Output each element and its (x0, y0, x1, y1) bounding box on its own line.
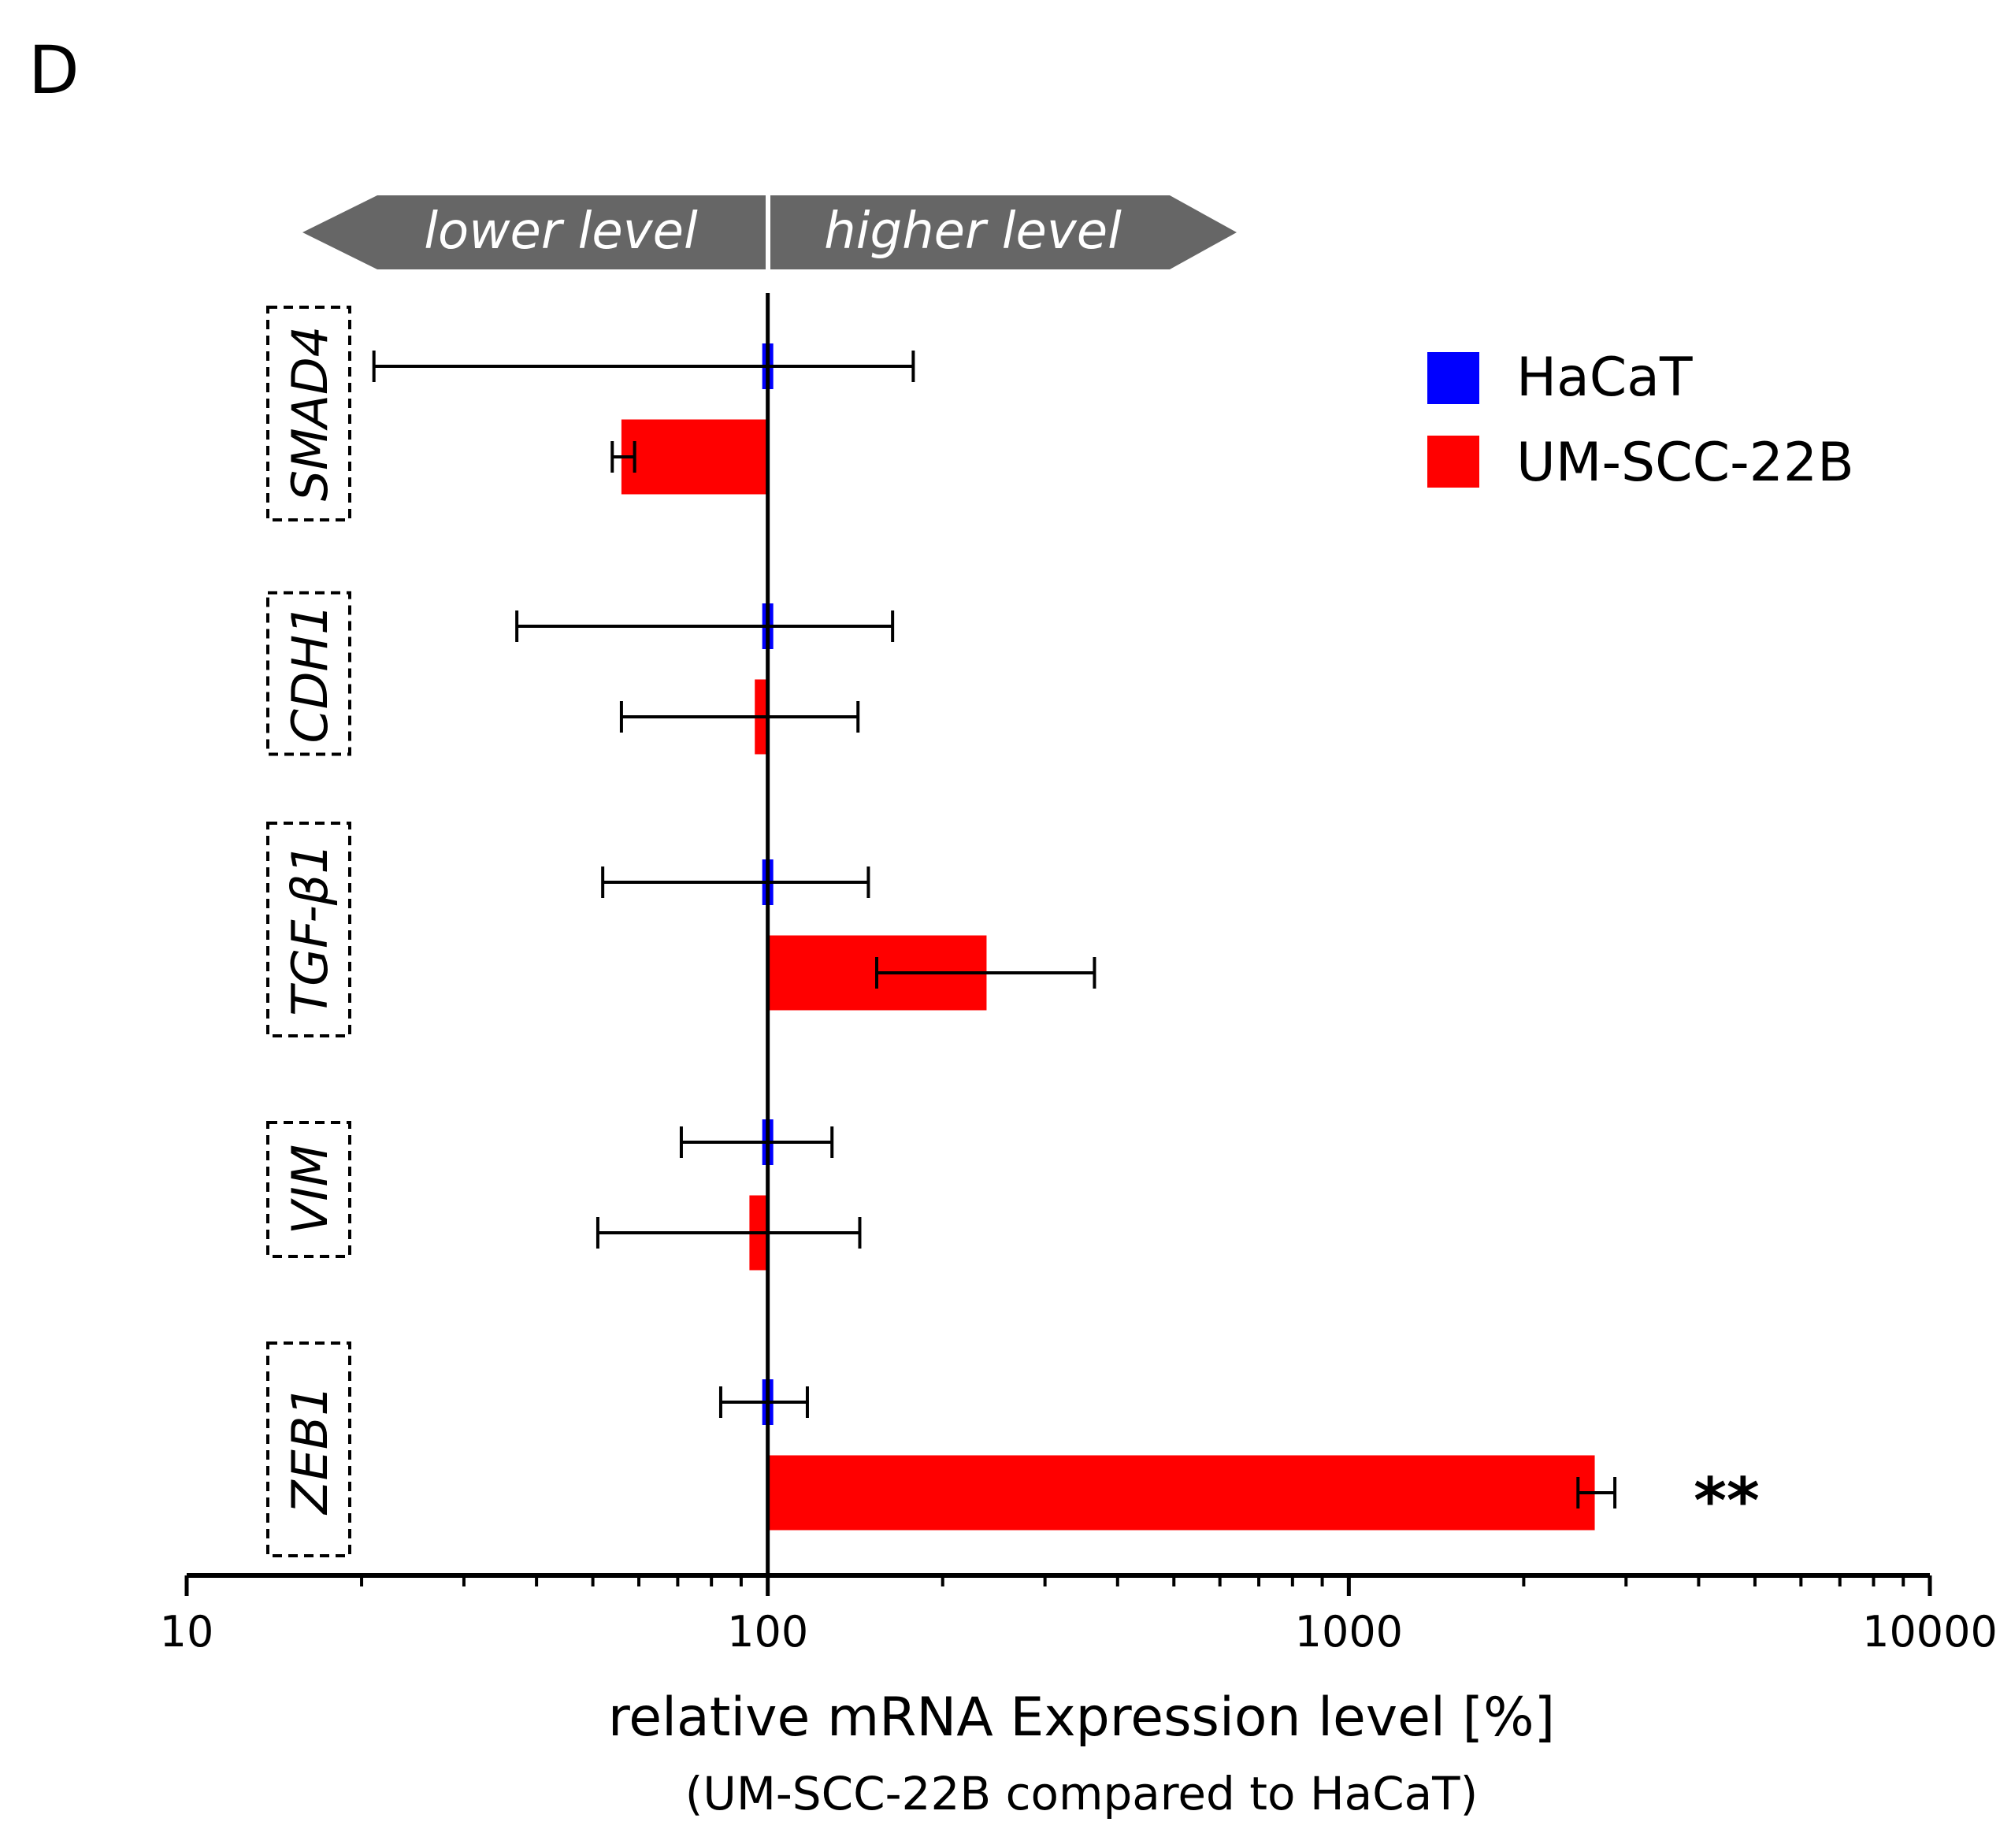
errorbar-um-scc-22b-zeb1 (1576, 1477, 1617, 1508)
legend-swatch-hacat (1427, 352, 1479, 404)
category-label-text: TGF-β1 (281, 843, 339, 1016)
panel-label: D (28, 32, 80, 109)
bar-um-scc-22b-zeb1 (767, 1455, 1595, 1531)
category-label-text: VIM (281, 1145, 339, 1234)
lower-level-arrow (302, 195, 768, 269)
category-label-box (266, 1121, 351, 1258)
x-tick-label-10: 10 (160, 1607, 214, 1657)
legend-label-um-scc-22b: UM-SCC-22B (1516, 432, 1854, 494)
x-axis-subtitle: (UM-SCC-22B compared to HaCaT) (685, 1767, 1478, 1820)
errorbar-hacat-vim (679, 1126, 834, 1158)
annotations: ** (1694, 1464, 1760, 1538)
errorbar-hacat-zeb1 (718, 1386, 809, 1418)
legend-label-hacat: HaCaT (1516, 347, 1693, 409)
x-axis: 10 100 1000 10000 (160, 1573, 1998, 1657)
errorbar-um-scc-22b-smad4 (610, 441, 636, 473)
lower-level-label: lower level (424, 202, 698, 261)
category-label-text: ZEB1 (281, 1385, 339, 1516)
errorbar-hacat-smad4 (372, 351, 915, 382)
x-axis-title: relative mRNA Expression level [%] (608, 1687, 1555, 1749)
x-tick-label-1000: 1000 (1295, 1607, 1403, 1657)
x-tick-label-10000: 10000 (1862, 1607, 1998, 1657)
legend-swatch-um-scc-22b (1427, 436, 1479, 488)
category-label-box (266, 822, 351, 1037)
higher-level-label: higher level (824, 202, 1122, 261)
significance-annotation: ** (1694, 1464, 1760, 1538)
higher-level-arrow (768, 195, 1237, 269)
category-label-box (266, 306, 351, 521)
category-label-box (266, 591, 351, 756)
errorbar-hacat-cdh1 (515, 610, 895, 642)
error-bars (372, 351, 1617, 1508)
errorbar-hacat-tgf-1 (601, 866, 870, 898)
direction-arrows: lower level higher level (302, 195, 1237, 269)
errorbar-um-scc-22b-cdh1 (619, 701, 860, 733)
category-label-box (266, 1341, 351, 1557)
category-label-zeb1: ZEB1 (266, 1341, 351, 1557)
category-label-tgf-1: TGF-β1 (266, 822, 351, 1037)
bar-um-scc-22b-smad4 (621, 419, 768, 495)
x-tick-label-100: 100 (727, 1607, 808, 1657)
category-label-text: CDH1 (281, 603, 339, 743)
category-labels: SMAD4 CDH1 TGF-β1 VIM ZEB1 (266, 306, 351, 1557)
category-label-smad4: SMAD4 (266, 306, 351, 521)
legend: HaCaT UM-SCC-22B (1427, 347, 1854, 494)
errorbar-um-scc-22b-tgf-1 (874, 957, 1096, 989)
category-label-cdh1: CDH1 (266, 591, 351, 756)
bars (621, 343, 1595, 1531)
category-label-vim: VIM (266, 1121, 351, 1258)
category-label-text: SMAD4 (281, 326, 339, 501)
errorbar-um-scc-22b-vim (596, 1217, 862, 1249)
